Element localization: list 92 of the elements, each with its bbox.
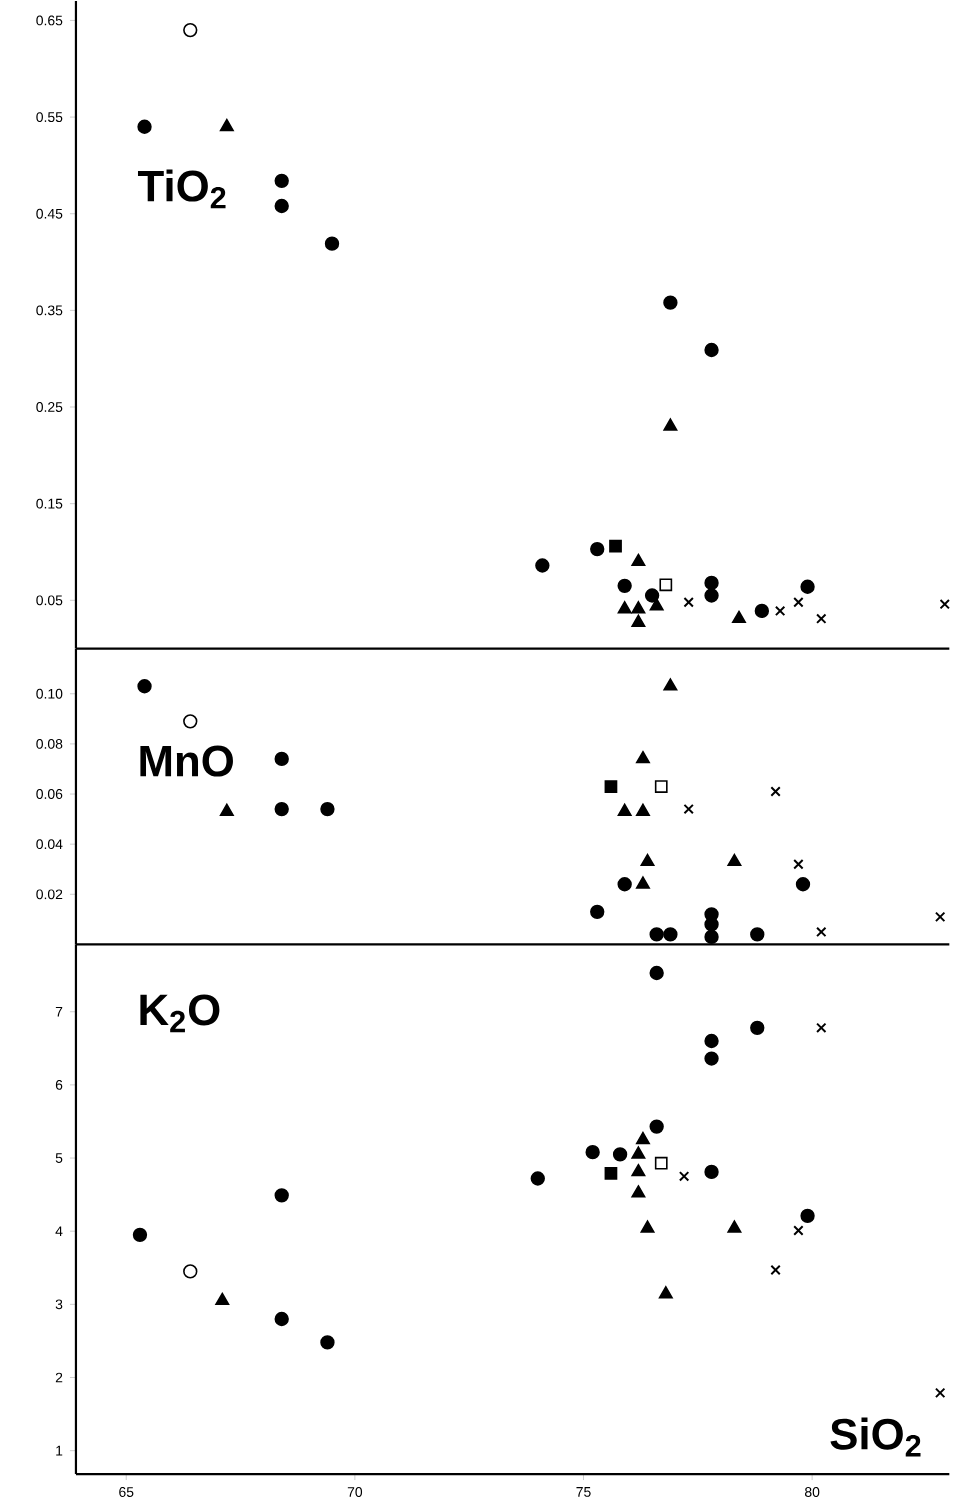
point [636,803,651,816]
point [939,598,951,610]
point [274,1188,290,1203]
point [796,877,811,892]
point [816,613,827,624]
point [645,588,660,603]
point [604,780,618,793]
point [636,750,651,764]
point [274,1311,290,1327]
point [732,610,747,624]
point [535,558,550,573]
point [770,1264,782,1276]
point [659,1286,674,1299]
point [631,614,646,627]
point [679,1171,690,1182]
point [618,803,633,816]
point [274,751,290,767]
point [320,1335,335,1350]
point [631,1146,646,1159]
point [750,927,765,942]
point [650,598,665,611]
point [640,1220,655,1233]
point [793,1225,804,1236]
point [215,1292,230,1306]
point [659,578,673,592]
point [133,1227,148,1243]
point [704,1051,720,1066]
point [800,1208,816,1224]
point [727,1220,742,1233]
point [683,803,695,815]
point [663,295,678,310]
point [609,539,623,553]
point [631,553,646,567]
point [220,803,235,816]
point [530,1171,546,1186]
y-axis-title: MnO [140,745,234,777]
point [663,927,678,942]
point [755,603,770,619]
point [704,588,720,603]
point [649,927,665,942]
point [636,1131,651,1145]
point [704,1033,720,1049]
point [704,917,720,932]
point [274,173,290,189]
point [320,801,335,817]
point [704,929,720,945]
point [617,578,633,593]
point [590,541,605,557]
point [816,1022,827,1034]
point [137,119,153,134]
y-axis-title: K$_{2}$O [140,994,220,1033]
point [655,1156,668,1170]
point [617,877,633,892]
point [655,780,668,793]
point [727,853,742,867]
point [793,858,804,870]
point [649,1119,665,1134]
point [137,679,153,694]
point [618,601,633,614]
point [816,926,827,938]
point [636,876,651,889]
x-axis-title: SiO$_{2}$ [830,1417,921,1457]
point [793,597,804,608]
point [704,1164,720,1180]
point [770,786,782,797]
point [935,1387,946,1399]
point [183,714,198,729]
point [640,853,655,867]
point [585,1145,601,1160]
point [325,236,340,251]
point [663,678,678,691]
point [649,965,665,981]
point [631,601,646,614]
point [663,418,678,431]
point [800,579,816,594]
point [604,1167,618,1180]
point [683,597,695,608]
point [704,575,720,591]
point [274,801,290,817]
point [631,1163,646,1177]
point [750,1020,765,1035]
point [631,1185,646,1198]
point [220,118,235,132]
point [935,911,946,923]
point [613,1147,628,1162]
point [274,198,290,214]
point [590,904,605,920]
point [183,1264,198,1279]
y-axis-title: TiO$_{2}$ [138,169,226,209]
point [183,22,198,38]
point [775,605,786,617]
point [704,342,720,358]
